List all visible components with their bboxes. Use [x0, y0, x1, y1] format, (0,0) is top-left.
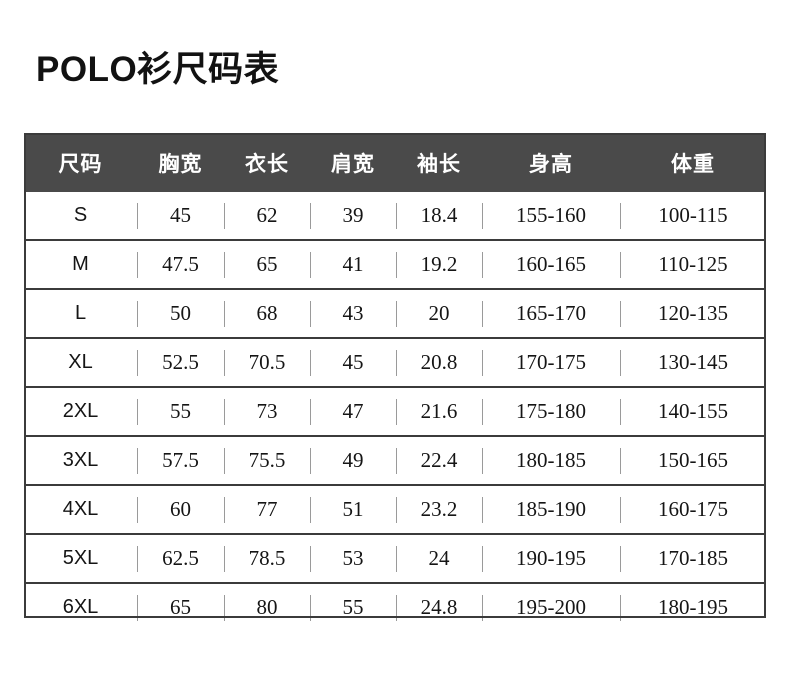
table-cell: 65	[224, 240, 310, 289]
table-cell: 170-175	[482, 338, 620, 387]
table-cell: 160-165	[482, 240, 620, 289]
column-header-shoulder: 肩宽	[331, 152, 375, 176]
table-cell: 75.5	[224, 436, 310, 485]
table-cell: 45	[310, 338, 396, 387]
cell-size: 2XL	[62, 400, 99, 422]
cell-size: XL	[68, 351, 93, 373]
page-title: POLO衫尺码表	[36, 50, 280, 89]
column-header-size: 尺码	[58, 152, 103, 176]
table-row: XL 52.5 70.5 45 20.8 170-175 130-145	[24, 338, 766, 387]
table-cell: 62	[224, 192, 310, 240]
table-cell: 52.5	[137, 338, 224, 387]
table-cell: 24.8	[396, 583, 482, 631]
table-cell: 160-175	[620, 485, 766, 534]
cell-size: 4XL	[62, 498, 99, 520]
table-cell: 60	[137, 485, 224, 534]
column-header-length: 衣长	[245, 152, 289, 176]
table-cell: 47	[310, 387, 396, 436]
column-header-chest-width: 胸宽	[158, 152, 203, 176]
table-cell: 120-135	[620, 289, 766, 338]
table-cell: 68	[224, 289, 310, 338]
table-cell: 110-125	[620, 240, 766, 289]
table-cell: 51	[310, 485, 396, 534]
table-cell: 180-195	[620, 583, 766, 631]
table-row: 3XL 57.5 75.5 49 22.4 180-185 150-165	[24, 436, 766, 485]
column-header-weight: 体重	[671, 152, 715, 176]
table-cell: 175-180	[482, 387, 620, 436]
table-row: 4XL 60 77 51 23.2 185-190 160-175	[24, 485, 766, 534]
table-cell: 20	[396, 289, 482, 338]
table-cell: 47.5	[137, 240, 224, 289]
table-row: 5XL 62.5 78.5 53 24 190-195 170-185	[24, 534, 766, 583]
table-header: 尺码 胸宽 衣长 肩宽 袖长 身高 体重	[24, 133, 766, 192]
table-cell: 62.5	[137, 534, 224, 583]
cell-size: 3XL	[62, 449, 99, 471]
table-cell: 78.5	[224, 534, 310, 583]
table-cell: 80	[224, 583, 310, 631]
table-body: S 45 62 39 18.4 155-160 100-115 M 47.5 65 41 19.2 16…	[24, 192, 766, 631]
table-cell: 100-115	[620, 192, 766, 240]
cell-size: M	[72, 253, 89, 275]
table-cell: 50	[137, 289, 224, 338]
size-chart-table: 尺码 胸宽 衣长 肩宽 袖长 身高 体重 S 45 62 39 18.4 155-160 1…	[24, 133, 766, 631]
table-cell: 55	[137, 387, 224, 436]
cell-size: S	[73, 204, 88, 226]
table-cell: 185-190	[482, 485, 620, 534]
table-cell: 20.8	[396, 338, 482, 387]
table-row: M 47.5 65 41 19.2 160-165 110-125	[24, 240, 766, 289]
column-header-height: 身高	[529, 152, 573, 176]
table-cell: 19.2	[396, 240, 482, 289]
table-cell: 22.4	[396, 436, 482, 485]
table-cell: 165-170	[482, 289, 620, 338]
table-cell: 49	[310, 436, 396, 485]
table-row: L 50 68 43 20 165-170 120-135	[24, 289, 766, 338]
table-cell: 45	[137, 192, 224, 240]
table-header-row: 尺码 胸宽 衣长 肩宽 袖长 身高 体重	[24, 133, 766, 192]
table-cell: 195-200	[482, 583, 620, 631]
table-cell: 55	[310, 583, 396, 631]
table-cell: 140-155	[620, 387, 766, 436]
table-cell: 73	[224, 387, 310, 436]
table-cell: 65	[137, 583, 224, 631]
table-cell: 21.6	[396, 387, 482, 436]
table-cell: 41	[310, 240, 396, 289]
table-cell: 130-145	[620, 338, 766, 387]
table-cell: 190-195	[482, 534, 620, 583]
table-cell: 180-185	[482, 436, 620, 485]
table-cell: 18.4	[396, 192, 482, 240]
table-cell: 57.5	[137, 436, 224, 485]
table-cell: 39	[310, 192, 396, 240]
cell-size: 6XL	[62, 596, 99, 618]
table-cell: 77	[224, 485, 310, 534]
table-cell: 24	[396, 534, 482, 583]
table-cell: 155-160	[482, 192, 620, 240]
table-cell: 53	[310, 534, 396, 583]
table-row: S 45 62 39 18.4 155-160 100-115	[24, 192, 766, 240]
table-cell: 170-185	[620, 534, 766, 583]
table-cell: 43	[310, 289, 396, 338]
cell-size: L	[74, 302, 87, 324]
table-cell: 150-165	[620, 436, 766, 485]
table-cell: 23.2	[396, 485, 482, 534]
table-row: 2XL 55 73 47 21.6 175-180 140-155	[24, 387, 766, 436]
table-row: 6XL 65 80 55 24.8 195-200 180-195	[24, 583, 766, 631]
column-header-sleeve: 袖长	[417, 152, 461, 176]
table-cell: 70.5	[224, 338, 310, 387]
cell-size: 5XL	[62, 547, 99, 569]
